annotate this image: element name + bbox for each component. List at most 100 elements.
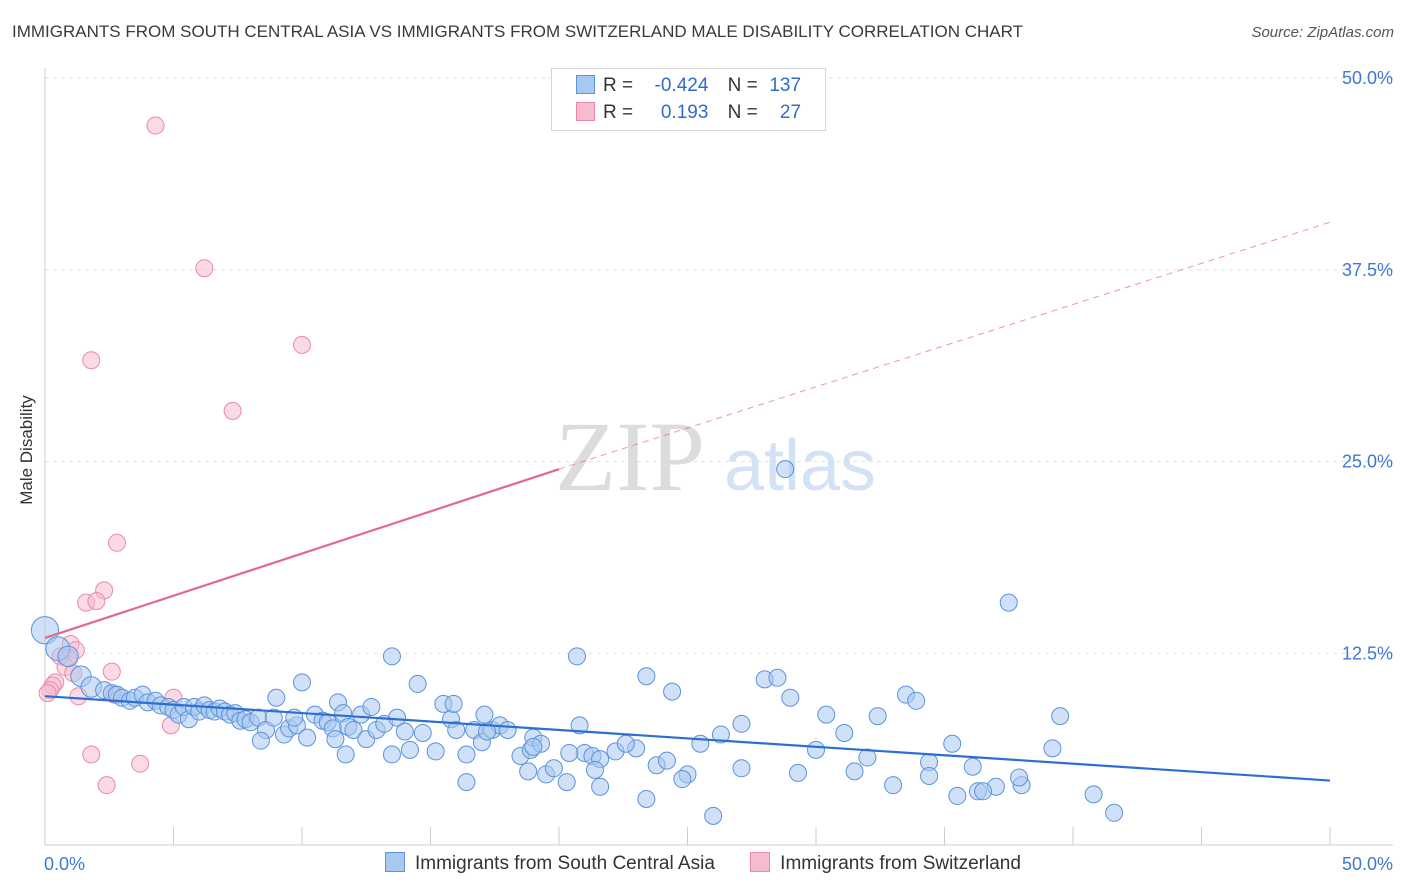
data-point-switzerland (146, 116, 165, 135)
south-central-asia-points (30, 460, 1124, 825)
data-point-south-central-asia (1105, 803, 1124, 822)
data-point-switzerland (97, 776, 116, 795)
data-point-south-central-asia (907, 691, 926, 710)
data-point-south-central-asia (637, 667, 656, 686)
watermark-atlas: atlas (724, 426, 876, 506)
data-point-south-central-asia (943, 734, 962, 753)
data-point-south-central-asia (413, 724, 432, 743)
y-axis-label: Male Disability (17, 395, 36, 505)
data-point-south-central-asia (567, 647, 586, 666)
data-point-south-central-asia (57, 645, 79, 668)
data-point-switzerland (293, 335, 311, 354)
data-point-south-central-asia (30, 616, 60, 645)
data-point-switzerland (195, 259, 214, 278)
data-point-south-central-asia (711, 725, 730, 744)
n-label: N = (727, 102, 758, 123)
data-point-switzerland (82, 351, 101, 370)
data-point-south-central-asia (362, 697, 381, 716)
data-point-south-central-asia (264, 708, 283, 727)
gridlines (45, 77, 1393, 654)
legend-row-switzerland: R = 0.193 N = 27 (576, 102, 801, 126)
data-point-south-central-asia (1010, 768, 1029, 787)
data-point-south-central-asia (920, 766, 939, 785)
data-point-south-central-asia (336, 745, 355, 764)
data-point-south-central-asia (704, 806, 723, 825)
data-point-south-central-asia (444, 694, 463, 713)
data-point-south-central-asia (395, 722, 414, 741)
data-point-south-central-asia (591, 777, 610, 796)
r-value: 0.193 (660, 102, 709, 123)
r-value: -0.424 (654, 75, 709, 96)
legend-item-south-central-asia: Immigrants from South Central Asia (385, 852, 715, 875)
correlation-legend: R = -0.424 N = 137 R = 0.193 N = 27 (551, 68, 826, 131)
data-point-south-central-asia (663, 682, 682, 701)
data-point-switzerland (82, 745, 101, 764)
data-point-south-central-asia (400, 740, 419, 759)
data-point-south-central-asia (544, 759, 563, 778)
trend-line-south-central-asia (44, 695, 1331, 782)
data-point-switzerland (131, 754, 150, 773)
data-point-south-central-asia (524, 737, 543, 756)
data-point-south-central-asia (807, 740, 825, 759)
data-point-south-central-asia (974, 782, 993, 801)
data-point-south-central-asia (447, 720, 466, 739)
r-label: R = (603, 102, 634, 123)
data-point-south-central-asia (868, 707, 887, 726)
data-point-south-central-asia (557, 773, 576, 792)
blue-swatch (576, 75, 595, 94)
data-point-south-central-asia (789, 763, 808, 782)
data-point-switzerland (87, 592, 106, 611)
legend-label: Immigrants from Switzerland (780, 853, 1021, 874)
data-point-south-central-asia (657, 751, 676, 770)
data-point-south-central-asia (344, 720, 363, 739)
pink-swatch (576, 102, 595, 121)
data-point-south-central-asia (498, 720, 517, 739)
data-point-switzerland (223, 401, 242, 420)
n-value: 137 (769, 75, 802, 96)
data-point-south-central-asia (616, 734, 635, 753)
data-point-south-central-asia (475, 705, 494, 724)
chart-title: IMMIGRANTS FROM SOUTH CENTRAL ASIA VS IM… (12, 22, 1023, 41)
data-point-south-central-asia (382, 647, 401, 666)
data-point-south-central-asia (858, 748, 877, 767)
data-point-south-central-asia (585, 760, 604, 779)
r-label: R = (603, 75, 634, 96)
data-point-south-central-asia (732, 714, 751, 733)
y-tick-label: 37.5% (1342, 260, 1393, 280)
axes (44, 68, 1393, 846)
y-tick-label: 25.0% (1342, 452, 1393, 472)
trend-line-switzerland (44, 468, 560, 639)
data-point-south-central-asia (560, 743, 579, 762)
data-point-south-central-asia (1043, 739, 1062, 758)
data-point-south-central-asia (781, 688, 800, 707)
data-point-south-central-asia (768, 668, 787, 687)
data-point-south-central-asia (963, 757, 982, 776)
data-point-south-central-asia (326, 730, 345, 749)
y-tick-label: 50.0% (1342, 68, 1393, 88)
blue-swatch (385, 852, 405, 872)
data-point-south-central-asia (426, 742, 445, 761)
x-tick-label: 0.0% (44, 854, 85, 874)
data-point-south-central-asia (457, 745, 476, 764)
switzerland-points (38, 116, 311, 795)
data-point-south-central-asia (293, 673, 311, 692)
data-point-south-central-asia (637, 789, 656, 808)
data-point-south-central-asia (1051, 707, 1070, 726)
legend-label: Immigrants from South Central Asia (415, 853, 715, 874)
data-point-south-central-asia (457, 773, 476, 792)
data-point-south-central-asia (948, 786, 967, 805)
source-credit: Source: ZipAtlas.com (1251, 24, 1394, 41)
y-tick-label: 12.5% (1342, 643, 1393, 663)
series-legend: Immigrants from South Central Asia Immig… (385, 852, 1051, 875)
data-point-south-central-asia (408, 674, 427, 693)
n-value: 27 (779, 102, 802, 123)
pink-swatch (750, 852, 771, 872)
data-point-south-central-asia (267, 688, 286, 707)
legend-row-south-central-asia: R = -0.424 N = 137 (576, 75, 801, 99)
trend-line-switzerland-extension (558, 221, 1331, 470)
data-point-south-central-asia (884, 776, 903, 795)
legend-item-switzerland: Immigrants from Switzerland (750, 852, 1021, 875)
data-point-south-central-asia (673, 770, 692, 789)
tick-labels: 12.5% 25.0% 37.5% 50.0% 0.0% 50.0% (44, 68, 1393, 874)
